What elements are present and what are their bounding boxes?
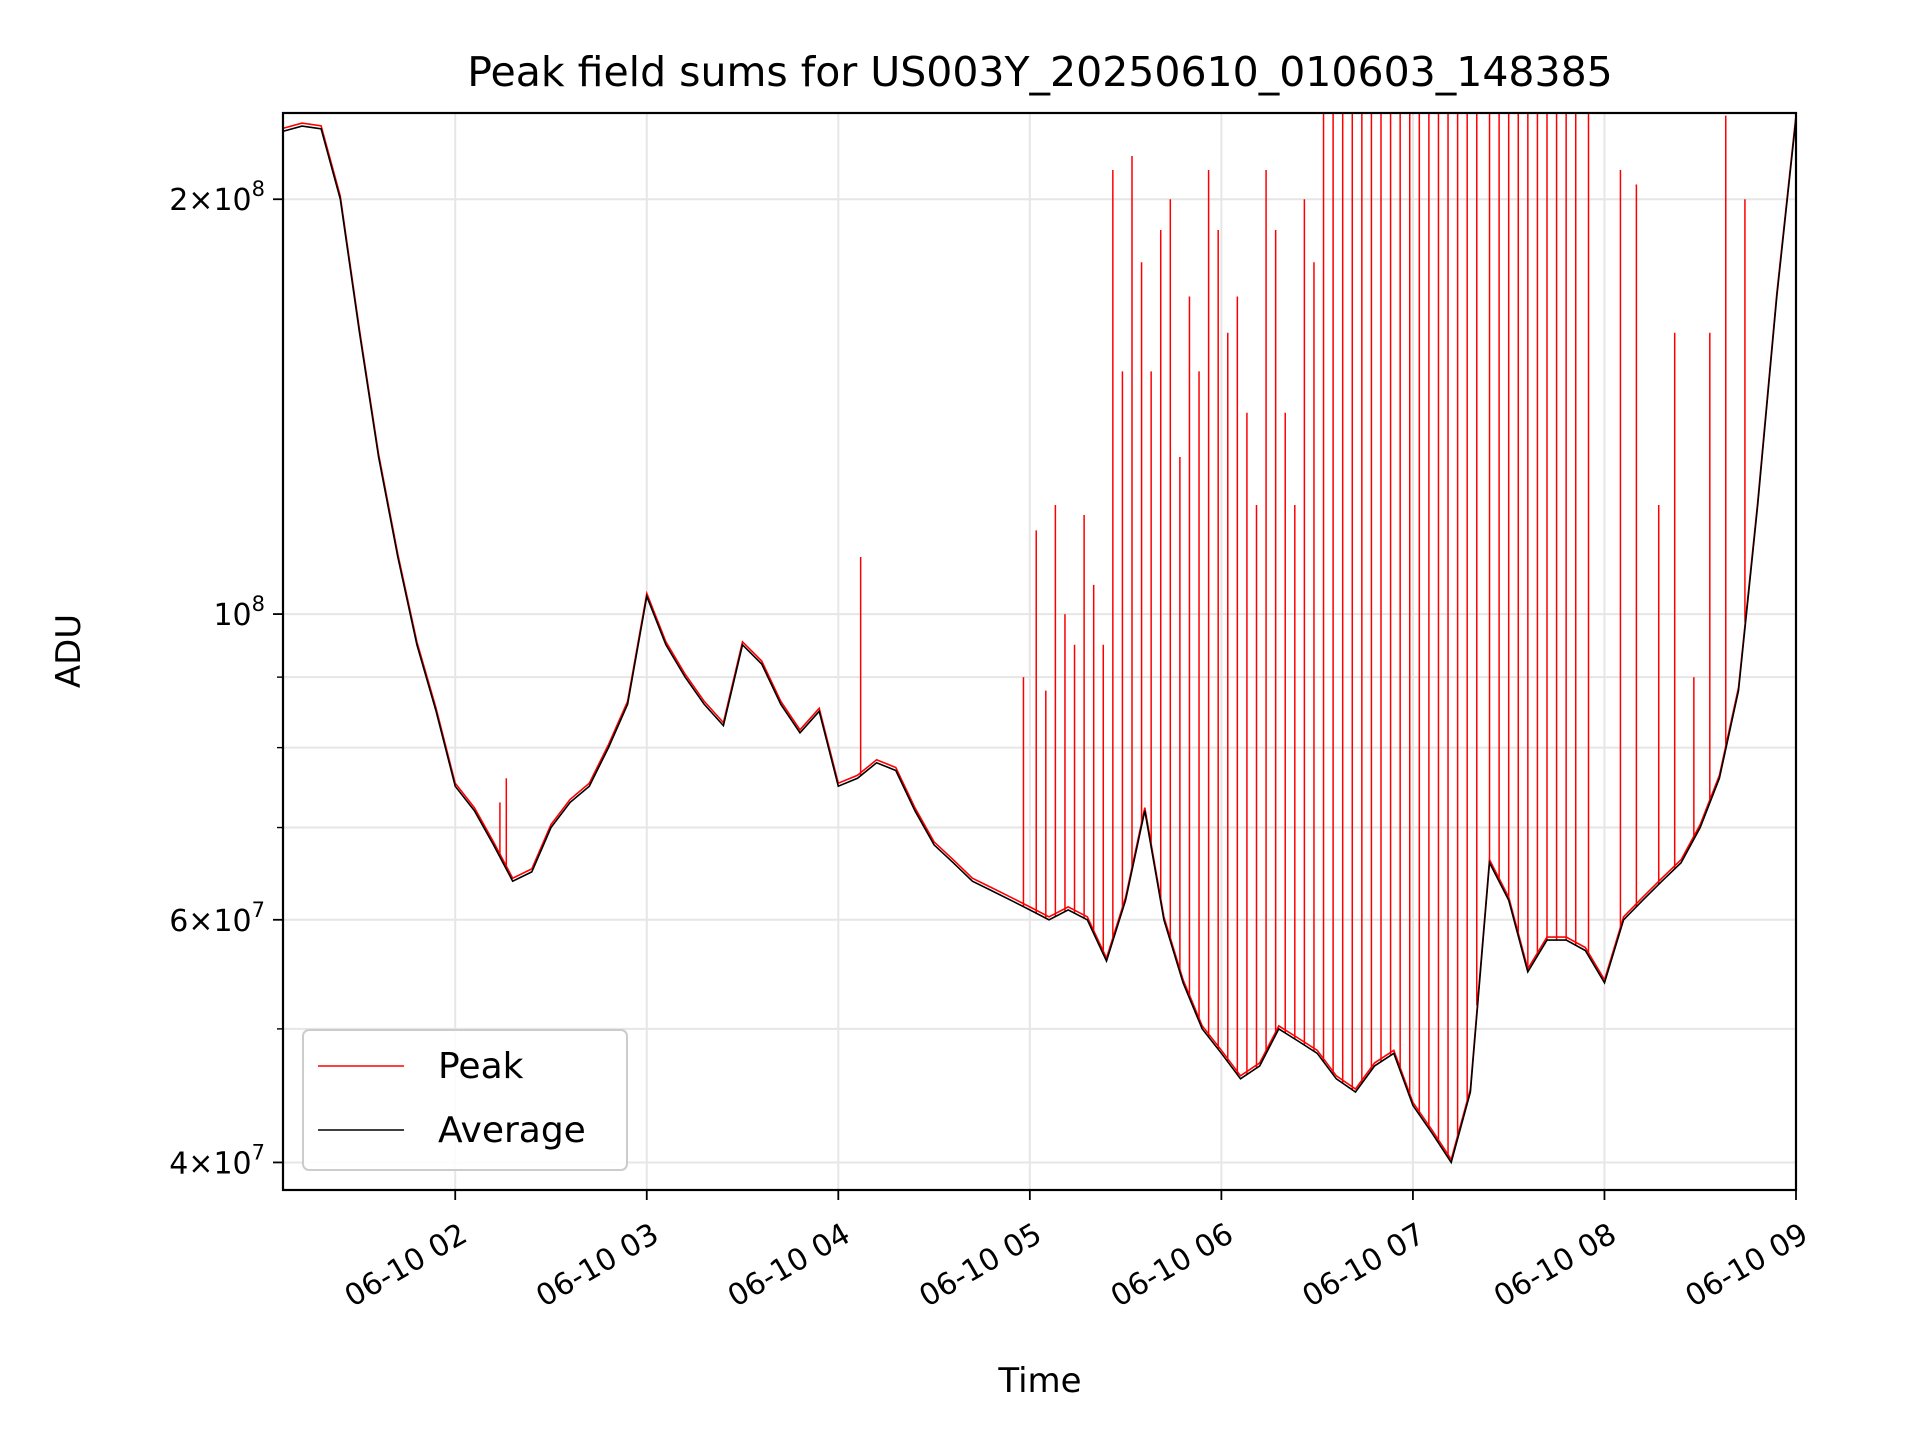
average-line [282,118,1797,1165]
y-tick-label: 108 [213,592,265,633]
peak-line [282,115,1797,1162]
y-tick-label: 4×107 [169,1140,265,1181]
peak-series [282,113,1797,1162]
chart-title: Peak field sums for US003Y_20250610_0106… [467,48,1613,96]
legend-box [302,1029,628,1171]
grid [283,113,1797,1190]
y-tick-label: 6×107 [169,898,265,939]
x-axis-label: Time [997,1361,1081,1401]
y-tick-label: 2×108 [169,177,265,218]
legend: Peak Average [302,1029,628,1171]
legend-average-label: Average [438,1110,586,1151]
average-series [282,118,1797,1165]
plot-frame [281,111,1798,1192]
y-axis-ticks: 4×107 6×107 108 2×108 [169,177,283,1181]
legend-peak-label: Peak [438,1046,524,1087]
y-axis-label: ADU [49,614,89,688]
